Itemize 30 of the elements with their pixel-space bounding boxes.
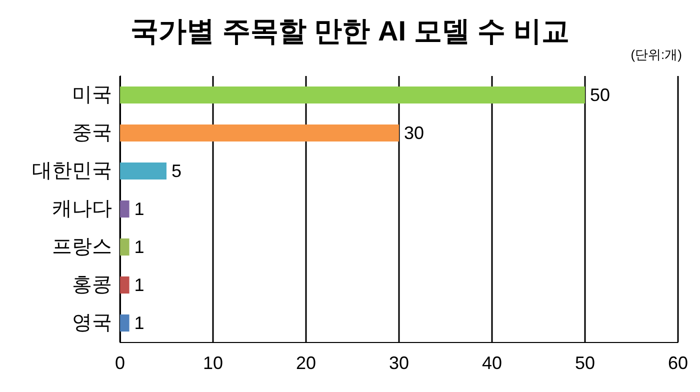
bar — [120, 276, 130, 294]
y-tick-label: 대한민국 — [32, 160, 112, 182]
x-tick-label: 40 — [482, 353, 502, 373]
bar — [120, 124, 399, 142]
text: (단위:개) — [630, 47, 682, 62]
x-tick-label: 60 — [668, 353, 688, 373]
bar — [120, 200, 130, 218]
bar — [120, 162, 166, 180]
x-tick-label: 0 — [114, 353, 126, 373]
bar — [120, 238, 130, 256]
x-tick-label: 10 — [202, 353, 224, 373]
data-label: 1 — [134, 237, 144, 257]
data-label: 1 — [134, 199, 144, 219]
y-tick-label: 홍콩 — [72, 274, 112, 296]
y-tick-label: 미국 — [72, 84, 112, 106]
y-tick-label: 중국 — [72, 122, 112, 144]
data-label: 1 — [134, 275, 144, 295]
data-label: 30 — [404, 123, 424, 143]
x-tick-label: 50 — [574, 353, 596, 373]
bar — [120, 314, 130, 332]
bar — [120, 86, 585, 104]
y-tick-label: 프랑스 — [52, 236, 112, 258]
y-tick-label: 캐나다 — [52, 198, 112, 220]
x-tick-label: 30 — [388, 353, 410, 373]
data-label: 1 — [134, 313, 144, 333]
data-label: 5 — [172, 161, 182, 181]
y-tick-label: 영국 — [72, 312, 112, 334]
data-label: 50 — [590, 85, 610, 105]
x-tick-label: 20 — [296, 353, 316, 373]
chart-title: 국가별 주목할 만한 AI 모델 수 비교 — [130, 16, 570, 46]
